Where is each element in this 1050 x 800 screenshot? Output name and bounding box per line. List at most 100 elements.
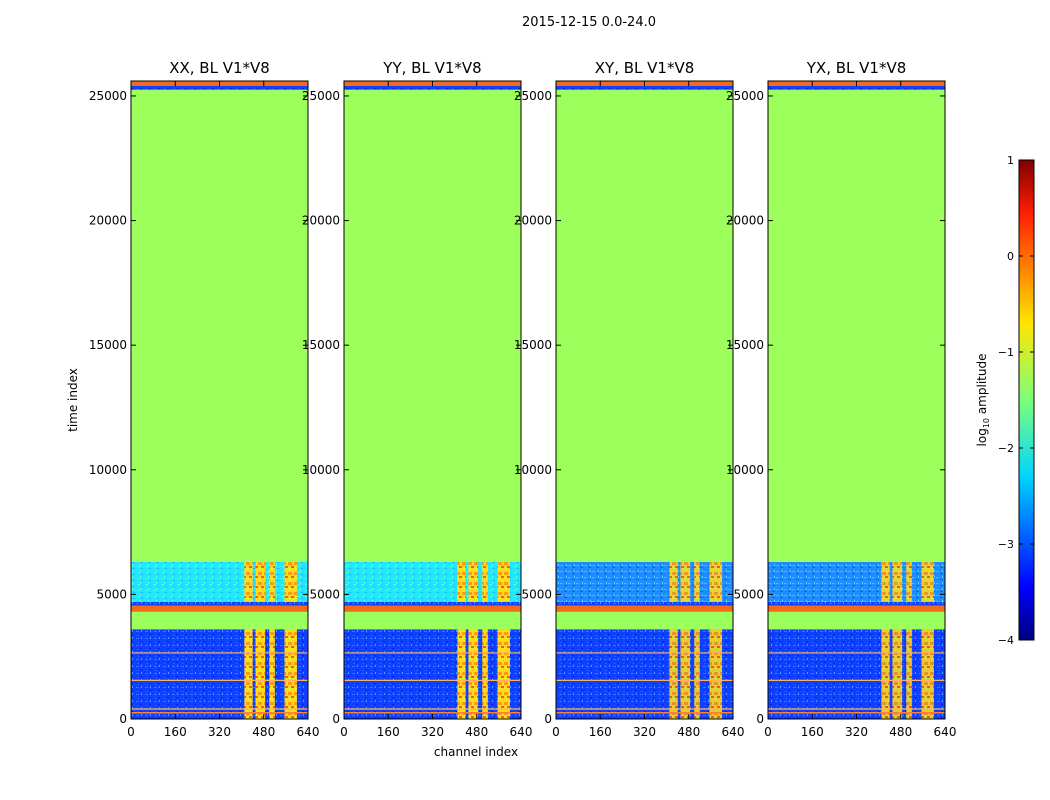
x-tick-label: 640 [297,725,320,739]
rfi-column [284,629,297,719]
y-tick-label: 25000 [726,89,764,103]
rfi-column [284,561,297,602]
y-tick-label: 10000 [726,463,764,477]
colorbar-label-tail: amplitude [975,354,989,418]
x-tick-label: 480 [252,725,275,739]
x-tick-label: 160 [377,725,400,739]
y-tick-label: 20000 [89,214,127,228]
rfi-column [921,629,934,719]
panel-2: YY, BL V1*V8 0 160 320 480 640 0 5000 10000 15000… [302,59,533,739]
y-tick-label: 5000 [521,587,552,601]
panel-1: XX, BL V1*V8 0 160 320 480 640 0 5000 10000 15000… [89,59,320,739]
x-tick-label: 320 [421,725,444,739]
x-tick-label: 480 [889,725,912,739]
x-tick-label: 0 [127,725,135,739]
band-flag [344,605,521,612]
x-tick-label: 640 [510,725,533,739]
colorbar-tick-label: 0 [1007,250,1014,263]
rfi-column [255,629,266,719]
rfi-column [892,561,903,602]
x-tick-label: 160 [589,725,612,739]
band-noise_dark [131,85,308,90]
band-noise_dark [131,629,308,719]
rfi-column [669,629,678,719]
colorbar-tick-label: −2 [998,442,1014,455]
band-fill [768,89,945,562]
y-tick-label: 0 [756,712,764,726]
rfi-column [680,561,691,602]
rfi-column [482,561,488,602]
rfi-column [468,629,479,719]
rfi-column [906,561,912,602]
y-tick-label: 25000 [89,89,127,103]
rfi-column [881,561,890,602]
colorbar-tick-label: −1 [998,346,1014,359]
x-tick-label: 320 [208,725,231,739]
y-tick-label: 5000 [96,587,127,601]
band-noise_dark [768,85,945,90]
band-flag [768,605,945,612]
rfi-column [457,629,466,719]
band-noise_dark [131,601,308,606]
rfi-column [497,561,510,602]
x-tick-label: 320 [845,725,868,739]
y-tick-label: 5000 [733,587,764,601]
band-fill [344,89,521,562]
band-noise_cyan [344,561,521,602]
panel-title: YY, BL V1*V8 [382,59,481,77]
band-noise_dark [556,601,733,606]
y-tick-label: 25000 [514,89,552,103]
x-tick-label: 160 [801,725,824,739]
y-tick-label: 20000 [726,214,764,228]
panel-title: XY, BL V1*V8 [595,59,695,77]
band-flag [556,605,733,612]
colorbar-tick-label: −3 [998,538,1014,551]
x-tick-label: 320 [633,725,656,739]
panel-title: YX, BL V1*V8 [806,59,907,77]
y-tick-label: 0 [544,712,552,726]
colorbar-gradient [1018,159,1035,641]
rfi-column [881,629,890,719]
rfi-column [892,629,903,719]
rfi-column [269,561,275,602]
rfi-column [680,629,691,719]
rfi-column [669,561,678,602]
band-fill [768,611,945,630]
y-axis-label: time index [66,368,80,432]
band-fill [556,611,733,630]
y-tick-label: 5000 [309,587,340,601]
y-tick-label: 10000 [514,463,552,477]
rfi-column [709,629,722,719]
y-tick-label: 15000 [89,338,127,352]
y-tick-label: 15000 [514,338,552,352]
rfi-column [921,561,934,602]
y-tick-label: 0 [332,712,340,726]
colorbar-label: log10 amplitude [975,354,991,447]
band-noise_mid [556,561,733,602]
band-noise_cyan [131,561,308,602]
rfi-column [709,561,722,602]
figure-suptitle: 2015-12-15 0.0-24.0 [522,15,656,30]
x-tick-label: 640 [934,725,957,739]
panel-4: YX, BL V1*V8 0 160 320 480 640 0 5000 10000 15000… [726,59,957,739]
rfi-column [694,629,700,719]
x-tick-label: 640 [722,725,745,739]
band-fill [131,611,308,630]
rfi-column [244,561,253,602]
rfi-column [255,561,266,602]
y-tick-label: 20000 [514,214,552,228]
rfi-column [497,629,510,719]
rfi-column [482,629,488,719]
panel-title: XX, BL V1*V8 [169,59,270,77]
x-tick-label: 480 [677,725,700,739]
x-axis-label: channel index [434,745,518,759]
x-tick-label: 0 [552,725,560,739]
y-tick-label: 15000 [302,338,340,352]
rfi-column [694,561,700,602]
band-flag [131,605,308,612]
band-noise_dark [768,629,945,719]
x-tick-label: 160 [164,725,187,739]
rfi-column [457,561,466,602]
